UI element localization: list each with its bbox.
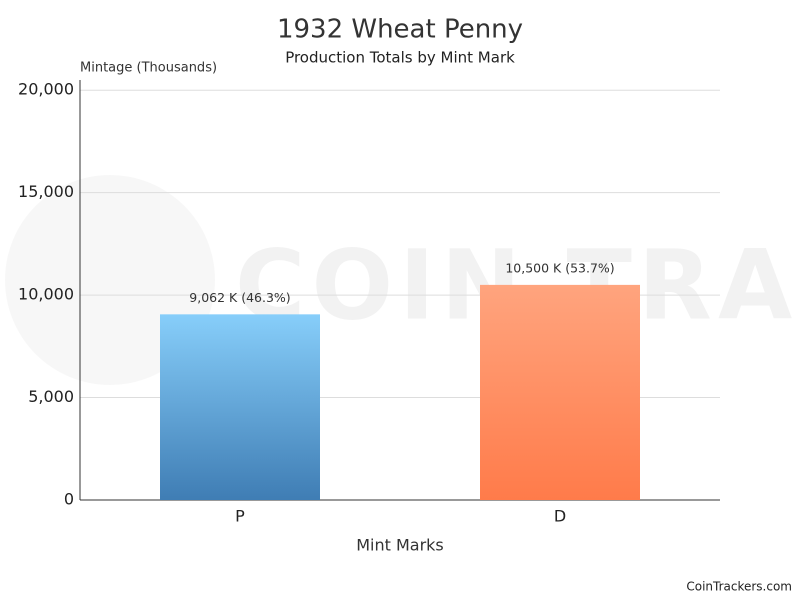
y-axis-label: Mintage (Thousands) bbox=[80, 61, 217, 76]
y-tick-label: 5,000 bbox=[28, 387, 74, 406]
bar bbox=[480, 284, 640, 500]
y-tick-label: 15,000 bbox=[18, 182, 74, 201]
y-tick-label: 10,000 bbox=[18, 285, 74, 304]
y-tick-label: 20,000 bbox=[18, 80, 74, 99]
data-label: 10,500 K (53.7%) bbox=[505, 260, 614, 275]
x-tick-label: P bbox=[235, 507, 245, 526]
chart-title: 1932 Wheat Penny bbox=[277, 15, 523, 45]
data-label: 9,062 K (46.3%) bbox=[189, 290, 290, 305]
x-tick-label: D bbox=[554, 507, 566, 526]
x-axis-label: Mint Marks bbox=[356, 536, 444, 555]
bar bbox=[160, 314, 320, 500]
credit: CoinTrackers.com bbox=[686, 580, 792, 594]
chart-subtitle: Production Totals by Mint Mark bbox=[285, 49, 515, 67]
y-tick-label: 0 bbox=[64, 490, 74, 509]
